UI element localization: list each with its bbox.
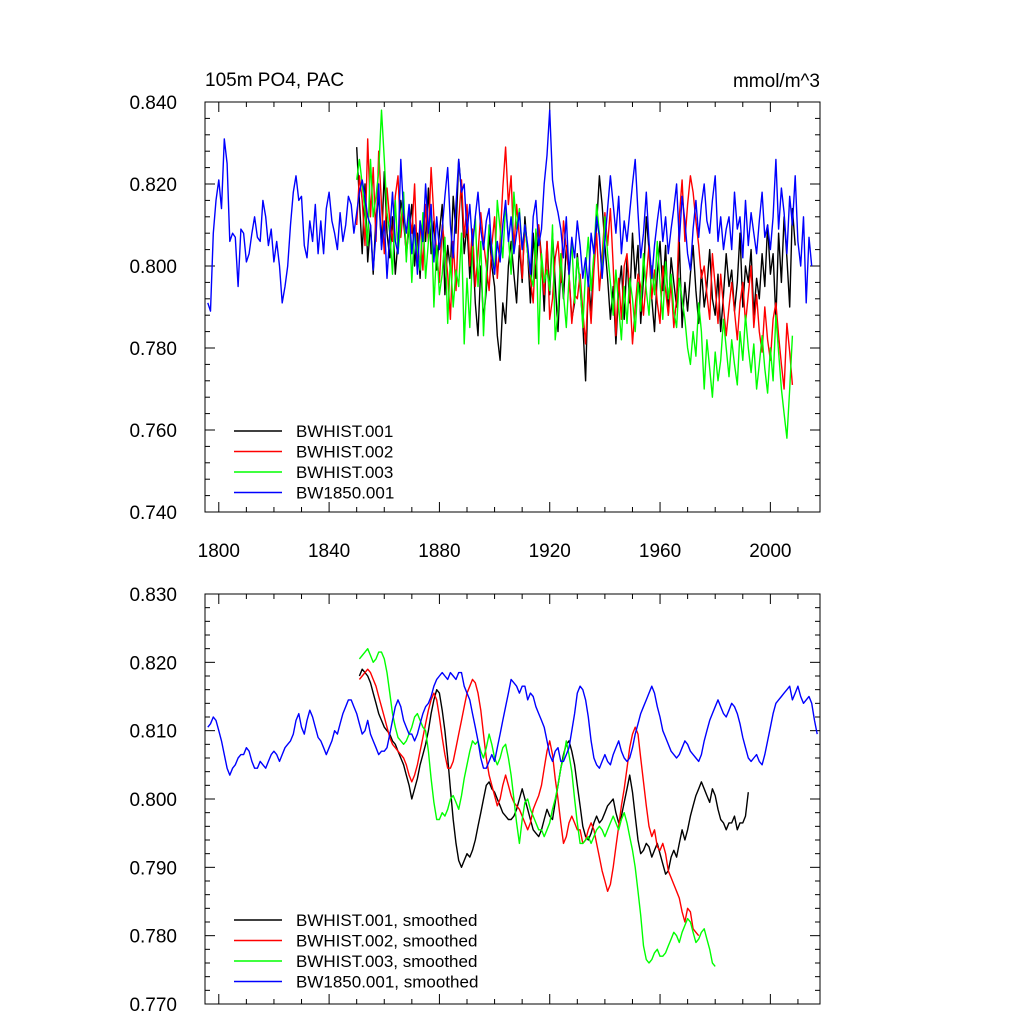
y-tick-label: 0.800: [129, 790, 177, 811]
bottom-series-lines: [207, 648, 818, 967]
legend-label: BWHIST.001, smoothed: [296, 911, 477, 930]
top-panel-units: mmol/m^3: [733, 71, 820, 92]
legend-label: BWHIST.002: [296, 443, 393, 462]
x-tick-label: 1880: [418, 541, 460, 562]
y-tick-label: 0.790: [129, 858, 177, 879]
top-panel-title: 105m PO4, PAC: [205, 70, 344, 91]
series-line-4: [207, 671, 818, 776]
bottom-legend: BWHIST.001, smoothed BWHIST.002, smoothed…: [234, 911, 478, 992]
y-tick-label: 0.780: [129, 927, 177, 948]
series-line-3: [356, 109, 794, 439]
y-tick-label: 0.810: [129, 722, 177, 743]
top-series-lines: [207, 109, 813, 439]
y-tick-label: 0.830: [129, 585, 177, 606]
series-line-3: [358, 648, 716, 967]
x-tick-label: 1800: [198, 541, 240, 562]
y-tick-label: 0.840: [129, 93, 177, 114]
x-tick-label: 1920: [529, 541, 571, 562]
bottom-panel: 0.770 0.780 0.790 0.800 0.810 0.820 0.830 BWHI…: [129, 585, 821, 1016]
series-line-2: [358, 668, 700, 937]
legend-label: BW1850.001, smoothed: [296, 973, 478, 992]
top-plot-frame: [204, 101, 821, 513]
y-tick-label: 0.760: [129, 421, 177, 442]
x-tick-label: 1840: [308, 541, 350, 562]
x-tick-label: 2000: [749, 541, 791, 562]
bottom-y-axis-labels: 0.770 0.780 0.790 0.800 0.810 0.820 0.830: [129, 585, 177, 1016]
top-axis-ticks: [205, 101, 820, 513]
legend-label: BWHIST.003: [296, 463, 393, 482]
legend-label: BWHIST.002, smoothed: [296, 932, 477, 951]
y-tick-label: 0.800: [129, 257, 177, 278]
y-tick-label: 0.770: [129, 995, 177, 1016]
top-y-axis-labels: 0.740 0.760 0.780 0.800 0.820 0.840: [129, 93, 177, 524]
x-tick-label: 1960: [639, 541, 681, 562]
y-tick-label: 0.780: [129, 339, 177, 360]
legend-label: BWHIST.001: [296, 422, 393, 441]
y-tick-label: 0.740: [129, 503, 177, 524]
legend-label: BWHIST.003, smoothed: [296, 952, 477, 971]
bottom-axis-ticks: [205, 593, 820, 1005]
top-x-axis-labels: 1800 1840 1880 1920 1960 2000: [198, 541, 792, 562]
series-line-1: [358, 668, 749, 875]
legend-label: BW1850.001: [296, 484, 394, 503]
top-panel: 105m PO4, PAC mmol/m^3 0.7400.7600.7800.…: [129, 70, 821, 562]
y-tick-label: 0.820: [129, 653, 177, 674]
series-line-4: [207, 109, 813, 312]
y-tick-label: 0.820: [129, 175, 177, 196]
